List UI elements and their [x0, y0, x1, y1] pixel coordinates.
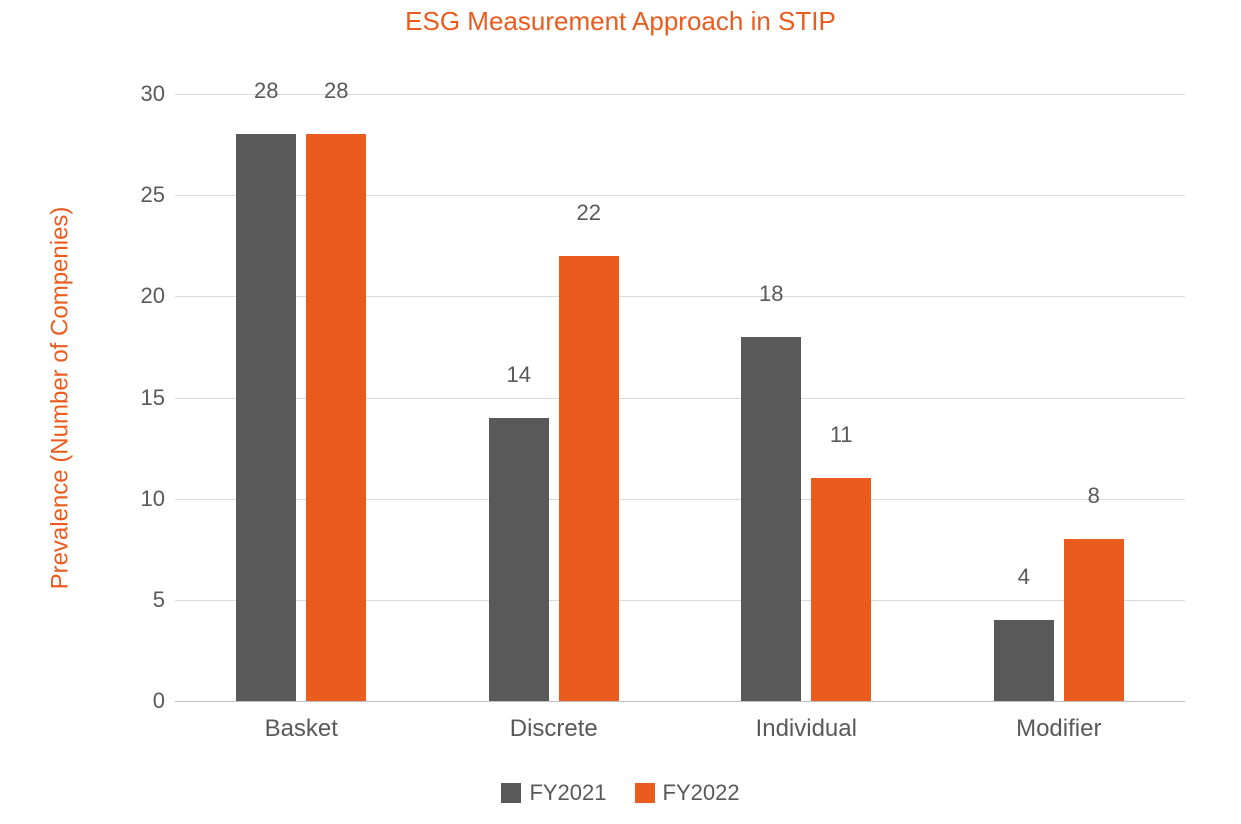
bar: [489, 418, 549, 701]
y-tick-label: 30: [115, 81, 165, 107]
y-tick-label: 25: [115, 182, 165, 208]
y-tick-label: 10: [115, 486, 165, 512]
bar-value-label: 22: [577, 200, 601, 226]
bar: [559, 256, 619, 701]
legend-swatch: [501, 783, 521, 803]
plot-area: 28281422181148: [175, 94, 1185, 701]
x-tick-label: Basket: [265, 715, 338, 743]
legend: FY2021 FY2022: [0, 780, 1241, 806]
y-tick-label: 5: [115, 587, 165, 613]
bar-value-label: 28: [324, 78, 348, 104]
x-tick-label: Individual: [756, 715, 857, 743]
bar-value-label: 28: [254, 78, 278, 104]
bar: [994, 620, 1054, 701]
bar: [811, 478, 871, 701]
bar: [236, 134, 296, 701]
bar-value-label: 11: [830, 422, 853, 448]
x-tick-label: Modifier: [1016, 715, 1101, 743]
bars-layer: 28281422181148: [175, 94, 1185, 701]
bar-value-label: 8: [1088, 483, 1100, 509]
x-tick-label: Discrete: [510, 715, 598, 743]
bar-value-label: 4: [1018, 564, 1030, 590]
bar-value-label: 14: [507, 362, 531, 388]
bar: [1064, 539, 1124, 701]
chart-title: ESG Measurement Approach in STIP: [0, 6, 1241, 37]
legend-label: FY2022: [663, 780, 740, 806]
bar-value-label: 18: [759, 281, 783, 307]
y-tick-label: 0: [115, 688, 165, 714]
legend-swatch: [635, 783, 655, 803]
y-tick-label: 20: [115, 283, 165, 309]
bar: [306, 134, 366, 701]
y-tick-label: 15: [115, 385, 165, 411]
legend-label: FY2021: [529, 780, 606, 806]
bar: [741, 337, 801, 701]
legend-item: FY2021: [501, 780, 606, 806]
y-axis-title: Prevalence (Number of Compenies): [46, 94, 74, 701]
legend-item: FY2022: [635, 780, 740, 806]
gridline: [175, 701, 1185, 702]
